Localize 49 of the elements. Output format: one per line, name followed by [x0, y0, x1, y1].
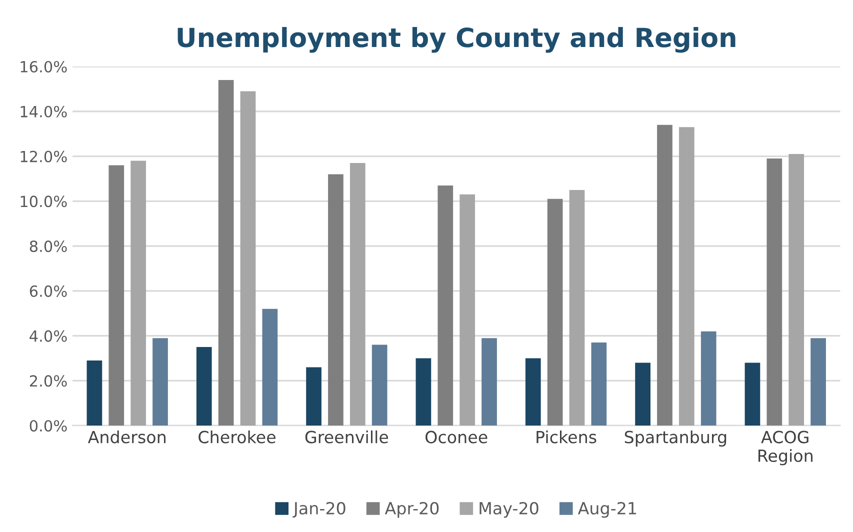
legend-label: Apr-20 — [384, 502, 439, 518]
x-tick-label: Spartanburg — [624, 430, 726, 447]
bar — [766, 158, 782, 426]
legend-label: May-20 — [480, 502, 538, 518]
y-tick-label: 12.0% — [20, 150, 67, 162]
bar — [108, 165, 124, 426]
legend-label: Jan-20 — [292, 502, 346, 518]
y-tick-label: 0.0% — [30, 420, 67, 432]
bar — [635, 362, 650, 426]
x-tick-label: Oconee — [426, 430, 488, 444]
y-tick-label: 16.0% — [20, 60, 67, 73]
bar — [350, 163, 366, 426]
y-tick-label: 10.0% — [20, 196, 67, 208]
bar — [700, 331, 716, 426]
bar — [416, 358, 432, 426]
bar — [218, 80, 234, 426]
x-tick-label: Pickens — [536, 430, 596, 444]
bar — [196, 347, 212, 426]
y-tick-label: 8.0% — [30, 240, 67, 252]
chart-title: Unemployment by County and Region — [178, 27, 736, 53]
bar — [306, 367, 322, 426]
bar — [482, 338, 497, 426]
bar — [240, 91, 256, 426]
bar — [262, 308, 278, 426]
bar — [372, 344, 388, 426]
x-tick-label: Anderson — [88, 430, 166, 444]
bar — [130, 160, 146, 426]
bar — [657, 124, 672, 426]
x-tick-label: Greenville — [305, 430, 388, 444]
y-tick-label: 2.0% — [30, 375, 67, 387]
bar — [328, 174, 344, 426]
x-tick-label: Cherokee — [198, 430, 276, 444]
x-tick-label: ACOG Region — [758, 430, 812, 466]
bar — [569, 190, 585, 426]
bar — [438, 185, 454, 426]
bar — [591, 342, 607, 426]
bar — [460, 194, 475, 426]
y-tick-label: 6.0% — [30, 285, 67, 297]
y-tick-label: 14.0% — [20, 106, 67, 118]
bar — [547, 198, 563, 426]
bar — [678, 127, 694, 426]
bar — [525, 358, 541, 426]
bar — [86, 360, 102, 426]
bar — [744, 362, 760, 426]
legend-label: Aug-21 — [578, 502, 636, 518]
bar — [788, 154, 804, 426]
bar — [152, 338, 168, 426]
bar — [810, 338, 826, 426]
y-tick-label: 4.0% — [30, 330, 67, 342]
